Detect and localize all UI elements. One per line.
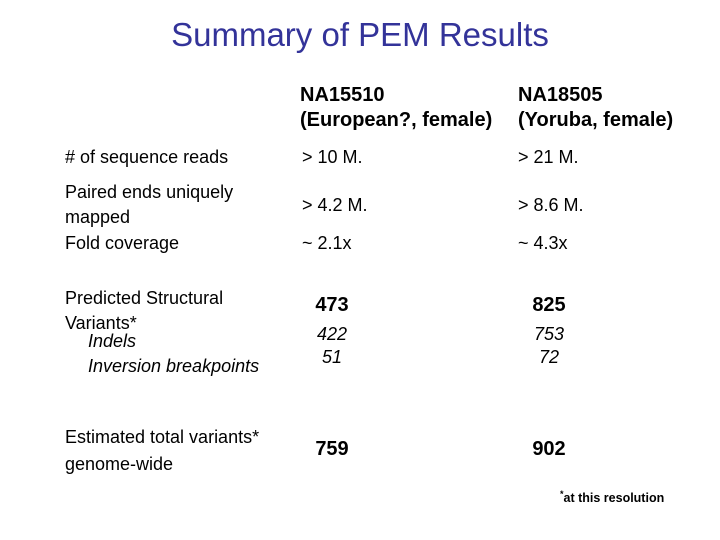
value-sequence-reads-na15510: > 10 M. [302,147,363,167]
value-predicted-variants-na15510: 473 [315,294,349,316]
row-label-inversion-breakpoints: Inversion breakpoints [88,356,260,376]
value-fold-coverage-na18505: ~ 4.3x [518,233,568,253]
value-inversions-na15510: 51 [321,347,343,367]
column-header-na18505: NA18505 (Yoruba, female) [518,83,673,133]
value-paired-ends-na18505: > 8.6 M. [518,195,584,215]
value-indels-na15510: 422 [316,324,348,344]
row-label-estimated-total-variants: Estimated total variants* genome-wide [65,427,260,474]
row-label-fold-coverage: Fold coverage [65,233,180,253]
value-inversions-na18505: 72 [538,347,560,367]
value-indels-na18505: 753 [533,324,565,344]
column-header-na15510-name: NA15510 [300,84,385,106]
value-paired-ends-na15510: > 4.2 M. [302,195,368,215]
column-header-na18505-name: NA18505 [518,84,603,106]
value-estimated-total-na15510: 759 [315,438,349,460]
row-label-sequence-reads: # of sequence reads [65,147,229,167]
page-title: Summary of PEM Results [171,16,549,53]
footnote: *at this resolution [560,489,664,505]
footnote-text: at this resolution [563,491,665,506]
footnote-asterisk: * [560,489,564,499]
column-header-na15510: NA15510 (European?, female) [300,83,492,133]
column-header-na18505-desc: (Yoruba, female) [518,109,674,131]
column-header-na15510-desc: (European?, female) [300,109,493,131]
row-label-indels: Indels [88,331,137,351]
value-predicted-variants-na18505: 825 [532,294,566,316]
row-label-predicted-variants: Predicted Structural Variants* [65,288,224,333]
value-sequence-reads-na18505: > 21 M. [518,147,579,167]
value-estimated-total-na18505: 902 [532,438,566,460]
value-fold-coverage-na15510: ~ 2.1x [302,233,352,253]
row-label-paired-ends: Paired ends uniquely mapped [65,182,234,227]
